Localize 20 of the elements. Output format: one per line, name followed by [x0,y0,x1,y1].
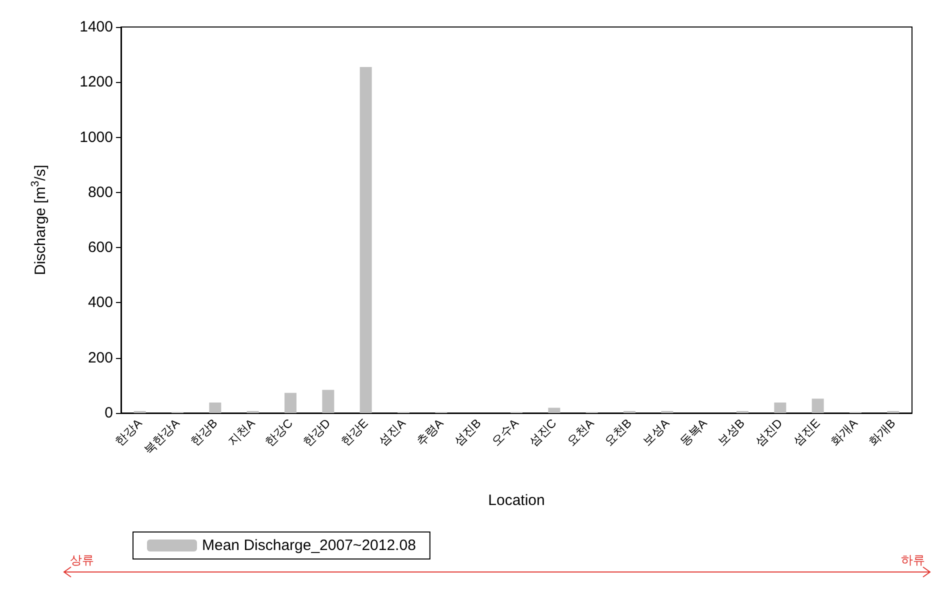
y-tick-label: 0 [104,404,113,422]
y-tick-label: 200 [88,349,113,366]
bar [812,398,824,413]
y-tick-label: 1200 [80,74,113,91]
bar [322,390,334,413]
bar [548,408,560,413]
text: 상류 [70,553,94,567]
y-tick-label: 400 [88,294,113,312]
y-tick-label: 1400 [80,18,113,36]
y-tick-label: 1000 [80,128,113,146]
text: 하류 [901,553,925,567]
bar [360,66,372,413]
x-axis-title: Location [488,492,545,509]
bar [284,392,296,413]
y-axis-title: Discharge [m3/s] [30,164,49,276]
y-tick-label: 800 [88,184,113,201]
legend-label: Mean Discharge_2007~2012.08 [202,537,416,554]
y-tick-label: 600 [88,239,113,256]
bar [774,402,786,413]
bar [209,402,222,413]
